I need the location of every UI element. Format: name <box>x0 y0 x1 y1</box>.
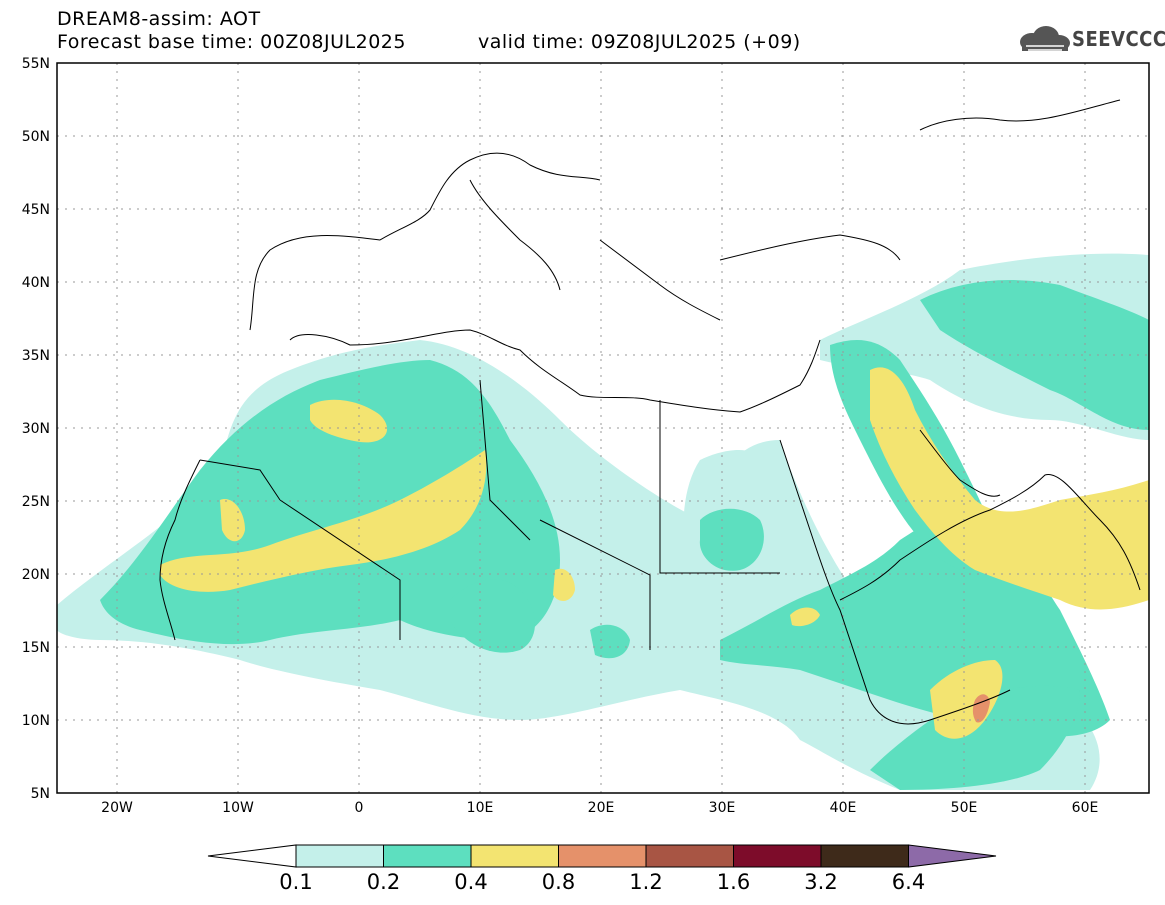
lon-label: 10W <box>222 800 254 816</box>
map-title: DREAM8-assim: AOT <box>57 8 261 30</box>
lon-label: 20E <box>588 800 615 816</box>
lat-label: 5N <box>31 786 50 802</box>
lat-label: 25N <box>22 494 50 510</box>
map-frame <box>56 62 1150 794</box>
lon-label: 60E <box>1072 800 1099 816</box>
lat-label: 10N <box>22 713 50 729</box>
lat-label: 15N <box>22 640 50 656</box>
cloud-logo-icon <box>1020 26 1070 51</box>
colorbar-tick-label: 0.1 <box>279 870 313 894</box>
colorbar <box>207 844 997 868</box>
forecast-base-time: Forecast base time: 00Z08JUL2025 <box>57 31 406 53</box>
seevccc-logo: SEEVCCC <box>1016 24 1165 56</box>
lat-label: 55N <box>22 56 50 72</box>
colorbar-tick-label: 0.4 <box>454 870 488 894</box>
logo-text: SEEVCCC <box>1072 27 1165 51</box>
colorbar-segment <box>295 844 384 868</box>
colorbar-segment-upper <box>908 844 997 868</box>
colorbar-tick-label: 1.2 <box>629 870 663 894</box>
coastlines <box>159 99 1141 725</box>
valid-time: valid time: 09Z08JUL2025 (+09) <box>478 31 801 53</box>
colorbar-segment <box>645 844 734 868</box>
colorbar-segment <box>383 844 472 868</box>
lon-label: 40E <box>830 800 857 816</box>
colorbar-segment-lower <box>207 844 297 868</box>
colorbar-segment <box>733 844 822 868</box>
lat-label: 40N <box>22 275 50 291</box>
lat-label: 45N <box>22 202 50 218</box>
colorbar-segment <box>558 844 647 868</box>
colorbar-tick-label: 0.8 <box>541 870 576 894</box>
colorbar-tick-label: 0.2 <box>366 870 401 894</box>
lat-label: 20N <box>22 567 50 583</box>
colorbar-tick-label: 3.2 <box>804 870 838 894</box>
lat-label: 50N <box>22 129 50 145</box>
colorbar-tick-label: 1.6 <box>716 870 751 894</box>
lon-label: 20W <box>101 800 133 816</box>
lat-label: 30N <box>22 421 50 437</box>
longitude-labels: 20W 10W 0 10E 20E 30E 40E 50E 60E <box>101 800 1098 816</box>
colorbar-segment <box>470 844 559 868</box>
colorbar-tick-label: 6.4 <box>891 870 926 894</box>
aot-shading <box>57 253 1149 790</box>
lon-label: 10E <box>467 800 494 816</box>
lon-label: 50E <box>951 800 978 816</box>
lat-label: 35N <box>22 348 50 364</box>
colorbar-segment <box>820 844 909 868</box>
graticule <box>57 63 1149 793</box>
lon-label: 0 <box>355 800 364 816</box>
latitude-labels: 55N 50N 45N 40N 35N 30N 25N 20N 15N 10N … <box>22 56 50 802</box>
lon-label: 30E <box>709 800 736 816</box>
